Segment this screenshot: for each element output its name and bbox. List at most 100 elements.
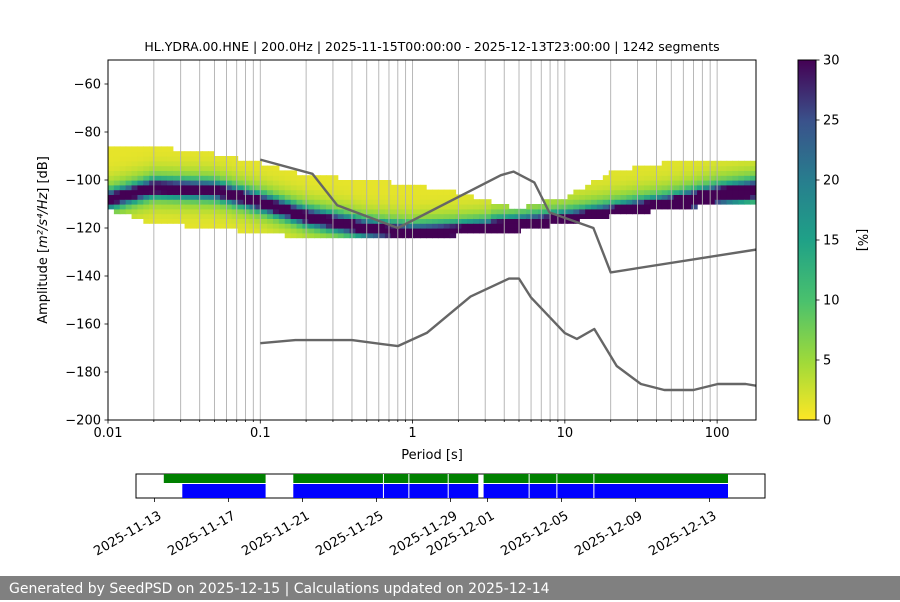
heatmap-cell — [726, 194, 734, 200]
heatmap-cell — [113, 156, 121, 162]
heatmap-cell — [437, 232, 445, 239]
heatmap-cell — [644, 189, 651, 195]
heatmap-cell — [750, 180, 756, 186]
heatmap-cell — [426, 223, 433, 229]
heatmap-cell — [508, 223, 516, 229]
heatmap-cell — [655, 175, 663, 181]
heatmap-cell — [125, 175, 133, 181]
heatmap-cell — [149, 165, 156, 171]
heatmap-cell — [337, 208, 345, 215]
heatmap-cell — [131, 208, 139, 215]
heatmap-cell — [485, 218, 492, 224]
heatmap-cell — [473, 208, 480, 215]
heatmap-cell — [596, 194, 604, 200]
heatmap-cell — [143, 199, 150, 205]
heatmap-cell — [161, 170, 168, 176]
heatmap-cell — [249, 213, 256, 219]
heatmap-cell — [337, 213, 345, 219]
heatmap-cell — [702, 189, 710, 195]
heatmap-cell — [308, 213, 315, 219]
heatmap-cell — [432, 208, 439, 215]
heatmap-cell — [202, 194, 209, 200]
heatmap-cell — [443, 223, 451, 229]
heatmap-cell — [591, 180, 598, 186]
heatmap-cell — [614, 204, 622, 210]
heatmap-cell — [638, 180, 645, 186]
heatmap-cell — [726, 165, 734, 171]
heatmap-cell — [184, 194, 192, 200]
heatmap-cell — [320, 232, 327, 239]
heatmap-cell — [119, 146, 127, 152]
heatmap-cell — [296, 232, 303, 239]
heatmap-cell — [638, 208, 645, 215]
heatmap-cell — [325, 184, 333, 191]
heatmap-cell — [314, 213, 321, 219]
heatmap-cell — [143, 165, 150, 171]
heatmap-cell — [373, 189, 380, 195]
heatmap-cell — [113, 170, 121, 176]
heatmap-cell — [714, 199, 722, 205]
heatmap-cell — [390, 218, 398, 224]
heatmap-cell — [414, 228, 421, 234]
heatmap-cell — [314, 189, 321, 195]
heatmap-cell — [361, 232, 368, 239]
heatmap-cell — [325, 218, 333, 224]
heatmap-cell — [249, 218, 256, 224]
heatmap-cell — [614, 189, 622, 195]
heatmap-cell — [290, 175, 298, 181]
heatmap-cell — [214, 199, 221, 205]
heatmap-cell — [214, 180, 221, 186]
heatmap-cell — [685, 189, 692, 195]
heatmap-cell — [732, 194, 739, 200]
heatmap-cell — [267, 184, 274, 191]
heatmap-cell — [131, 213, 139, 219]
heatmap-cell — [231, 194, 239, 200]
heatmap-cell — [691, 194, 698, 200]
heatmap-cell — [449, 232, 457, 239]
heatmap-cell — [308, 175, 315, 181]
heatmap-cell — [585, 208, 592, 215]
heatmap-cell — [137, 151, 144, 157]
heatmap-cell — [378, 189, 386, 195]
heatmap-cell — [131, 204, 139, 210]
heatmap-cell — [732, 170, 739, 176]
heatmap-cell — [172, 204, 180, 210]
heatmap-cell — [485, 228, 492, 234]
heatmap-cell — [343, 223, 351, 229]
heatmap-cell — [738, 170, 745, 176]
heatmap-cell — [119, 199, 127, 205]
heatmap-cell — [172, 175, 180, 181]
heatmap-cell — [502, 223, 510, 229]
heatmap-cell — [449, 194, 457, 200]
heatmap-cell — [208, 165, 215, 171]
x-axis: 0.01 0.1 1 10 100 — [94, 420, 730, 441]
heatmap-cell — [608, 170, 616, 176]
heatmap-cell — [702, 194, 710, 200]
heatmap-cell — [396, 218, 404, 224]
heatmap-cell — [202, 160, 209, 167]
heatmap-cell — [296, 180, 303, 186]
heatmap-cell — [414, 189, 421, 195]
heatmap-cell — [673, 194, 681, 200]
colorbar-tick-label: 10 — [823, 294, 840, 309]
heatmap-cell — [255, 180, 262, 186]
heatmap-cell — [208, 213, 215, 219]
heatmap-cell — [149, 184, 156, 191]
heatmap-cell — [202, 165, 209, 171]
heatmap-cell — [520, 223, 527, 229]
heatmap-cell — [620, 204, 627, 210]
heatmap-cell — [108, 204, 115, 210]
heatmap-cell — [296, 189, 303, 195]
heatmap-cell — [420, 228, 427, 234]
heatmap-cell — [214, 204, 221, 210]
heatmap-cell — [255, 160, 262, 167]
heatmap-cell — [161, 146, 168, 152]
heatmap-cell — [750, 184, 756, 191]
heatmap-cell — [649, 165, 657, 171]
heatmap-cell — [602, 204, 610, 210]
heatmap-cell — [314, 184, 321, 191]
heatmap-cell — [644, 204, 651, 210]
heatmap-cell — [732, 160, 739, 167]
heatmap-cell — [302, 175, 309, 181]
heatmap-cell — [490, 208, 498, 215]
